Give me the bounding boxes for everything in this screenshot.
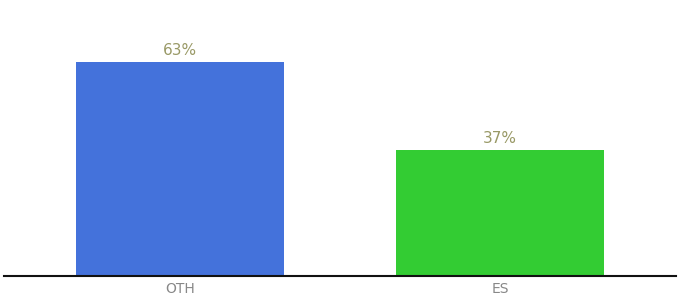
Bar <box>396 150 604 276</box>
Text: 63%: 63% <box>163 43 197 58</box>
Bar <box>76 62 284 276</box>
Text: 37%: 37% <box>483 131 517 146</box>
